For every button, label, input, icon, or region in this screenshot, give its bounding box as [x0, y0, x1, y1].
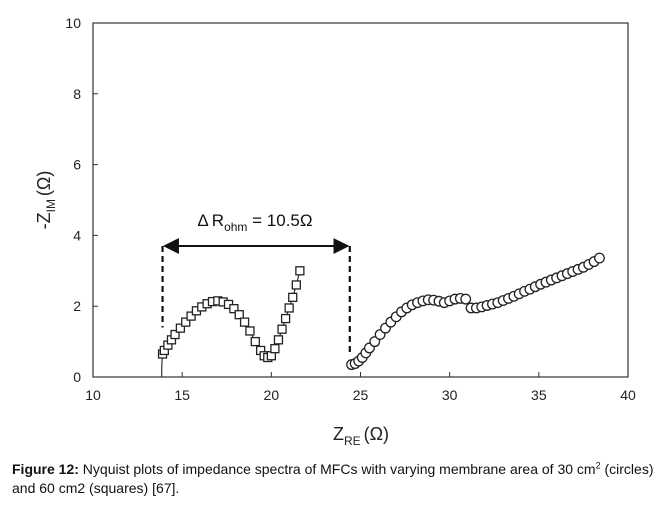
data-points [157, 252, 605, 371]
y-tick-label-8: 8 [73, 86, 81, 102]
square-point-6 [181, 317, 191, 327]
square-point-5 [175, 323, 186, 333]
square-point-17 [239, 317, 250, 327]
circle-point-48 [594, 252, 605, 264]
x-tick-label-40: 40 [620, 387, 636, 403]
delta-r-ohm-annotation [161, 238, 351, 356]
x-tick-label-25: 25 [353, 387, 369, 403]
x-tick-label-30: 30 [442, 387, 458, 403]
square-point-29 [288, 292, 298, 303]
circle-point-23 [460, 293, 472, 305]
square-point-31 [295, 266, 305, 276]
circle-point-6 [369, 336, 381, 348]
fit-curves [161, 257, 600, 378]
y-tick-label-6: 6 [73, 157, 81, 173]
x-tick-label-10: 10 [85, 387, 101, 403]
square-point-27 [280, 313, 291, 324]
square-point-18 [245, 326, 255, 336]
caption-label: Figure 12: [12, 461, 79, 477]
caption-superscript: 2 [595, 460, 601, 471]
square-point-25 [273, 335, 284, 345]
x-tick-label-15: 15 [174, 387, 190, 403]
square-point-28 [284, 303, 294, 313]
y-axis-title: -ZIM(Ω) [34, 171, 58, 230]
caption-text-2: (circles) and 60 cm2 (squares) [67]. [12, 461, 654, 496]
square-point-16 [234, 310, 244, 320]
figure-caption: Figure 12: Nyquist plots of impedance sp… [12, 460, 667, 498]
caption-text-1: Nyquist plots of impedance spectra of MF… [78, 461, 596, 477]
square-point-4 [170, 329, 180, 340]
nyquist-plot: 10 15 20 25 30 35 40 0 2 4 6 8 10 ZRE (Ω) -ZIM(Ω) Δ Ro… [34, 15, 636, 448]
plot-frame [92, 22, 629, 378]
y-tick-label-10: 10 [65, 15, 81, 31]
axis-ticks: 10 15 20 25 30 35 40 0 2 4 6 8 10 [65, 15, 636, 403]
square-point-24 [270, 344, 280, 354]
x-axis-title: ZRE (Ω) [333, 424, 389, 448]
x-tick-label-20: 20 [264, 387, 280, 403]
square-point-7 [186, 311, 196, 321]
square-point-30 [291, 280, 301, 290]
y-tick-label-4: 4 [73, 227, 81, 243]
delta-r-ohm-label: Δ Rohm = 10.5Ω [197, 211, 312, 234]
y-tick-label-0: 0 [73, 369, 81, 385]
square-point-15 [229, 304, 239, 314]
square-point-19 [250, 336, 260, 347]
square-point-26 [277, 324, 287, 334]
x-tick-label-35: 35 [531, 387, 547, 403]
y-tick-label-2: 2 [73, 298, 81, 314]
